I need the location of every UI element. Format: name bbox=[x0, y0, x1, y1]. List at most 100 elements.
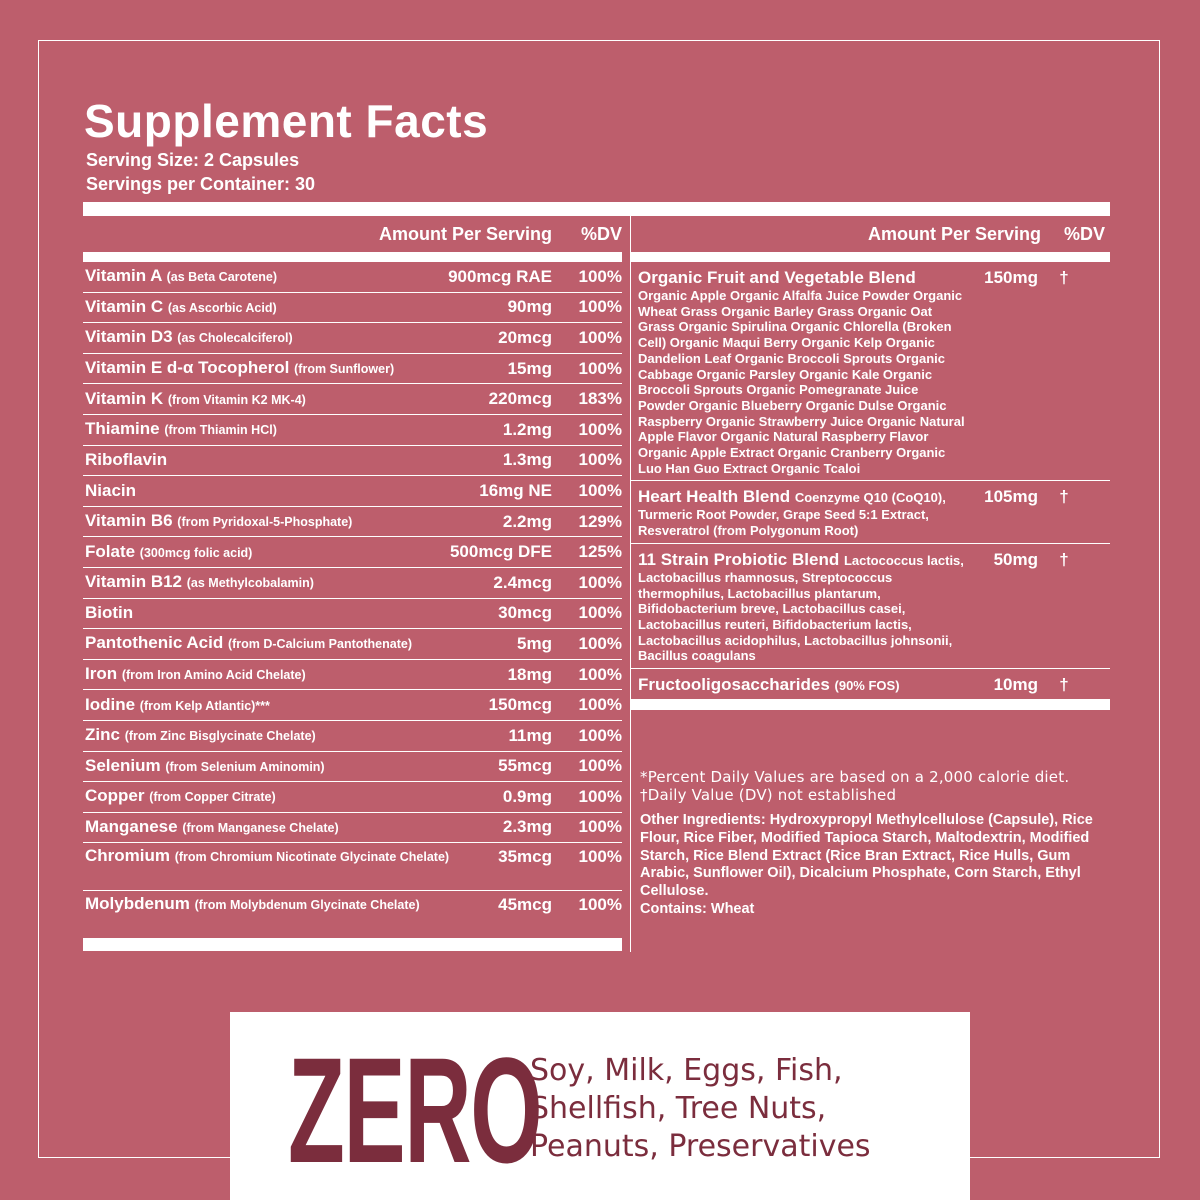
daily-value: 100% bbox=[578, 895, 622, 915]
right-table: Amount Per Serving %DV Organic Fruit and… bbox=[630, 216, 1110, 952]
amount: 0.9mg bbox=[502, 786, 552, 806]
nutrient-row: Riboflavin 1.3mg 100% bbox=[83, 446, 622, 477]
nutrient-cell: Manganese (from Manganese Chelate) bbox=[85, 817, 503, 837]
daily-value: 100% bbox=[578, 633, 622, 653]
nutrient-row: Vitamin B6 (from Pyridoxal-5-Phosphate) 2… bbox=[83, 507, 622, 538]
amount: 2.4mcg bbox=[493, 572, 552, 592]
daily-value: 100% bbox=[578, 572, 622, 592]
banner: ZERO Soy, Milk, Eggs, Fish, Shellfish, T… bbox=[230, 1012, 970, 1200]
nutrient-note: (from Chromium Nicotinate Glycinate Chel… bbox=[174, 850, 450, 865]
daily-value: † bbox=[1059, 487, 1069, 507]
nutrient-row: Vitamin C (as Ascorbic Acid) 90mg 100% bbox=[83, 293, 622, 324]
ingredients-text: Other Ingredients: Hydroxypropyl Methylc… bbox=[640, 812, 1093, 900]
blend-name: Fructooligosaccharides bbox=[638, 675, 830, 695]
nutrient-name: Molybdenum bbox=[85, 894, 190, 914]
blend-cell: Organic Fruit and Vegetable Blend Organi… bbox=[638, 268, 968, 476]
daily-value: 183% bbox=[578, 389, 622, 409]
nutrient-cell: Zinc (from Zinc Bisglycinate Chelate) bbox=[85, 726, 509, 745]
amount: 1.3mg bbox=[502, 450, 552, 470]
amount: 55mcg bbox=[498, 756, 552, 776]
daily-value: 100% bbox=[578, 419, 622, 439]
amount: 18mg bbox=[507, 664, 552, 684]
nutrient-row: Molybdenum (from Molybdenum Glycinate Ch… bbox=[83, 891, 622, 940]
daily-value: 100% bbox=[578, 756, 622, 776]
daily-value: 100% bbox=[578, 480, 622, 500]
nutrient-cell: Copper (from Copper Citrate) bbox=[85, 787, 503, 806]
allergen-line: Peanuts, Preservatives bbox=[530, 1129, 871, 1164]
nutrient-cell: Vitamin B12 (as Methylcobalamin) bbox=[85, 573, 493, 592]
daily-value: 100% bbox=[578, 695, 622, 715]
title: Supplement Facts bbox=[84, 95, 489, 147]
nutrient-note: (as Ascorbic Acid) bbox=[167, 300, 277, 315]
col-header: %DV bbox=[1063, 223, 1105, 244]
nutrient-name: Zinc bbox=[85, 725, 120, 745]
blend-cell: 11 Strain Probiotic Blend Lactococcus la… bbox=[638, 550, 968, 664]
nutrient-cell: Chromium (from Chromium Nicotinate Glyci… bbox=[85, 847, 498, 866]
nutrient-name: Niacin bbox=[85, 480, 137, 500]
serving-size: Serving Size: 2 Capsules bbox=[86, 150, 300, 170]
nutrient-cell: Niacin bbox=[85, 480, 479, 500]
nutrient-row: Vitamin D3 (as Cholecalciferol) 20mcg 100% bbox=[83, 323, 622, 354]
nutrient-name: Pantothenic Acid bbox=[85, 633, 224, 653]
thick-rule bbox=[83, 939, 622, 952]
nutrient-cell: Biotin bbox=[85, 604, 498, 622]
amount: 10mg bbox=[993, 675, 1038, 695]
amount: 1.2mg bbox=[502, 419, 552, 439]
nutrient-cell: Iodine (from Kelp Atlantic)*** bbox=[85, 694, 489, 715]
blend-name: Organic Fruit and Vegetable Blend bbox=[638, 268, 916, 287]
nutrient-name: Iodine bbox=[85, 694, 136, 714]
nutrient-note: (from Thiamin HCl) bbox=[164, 423, 277, 438]
nutrient-row: Vitamin E d-α Tocopherol (from Sunflower… bbox=[83, 354, 622, 385]
amount: 5mg bbox=[517, 633, 552, 653]
amount: 35mcg bbox=[498, 847, 552, 867]
nutrient-note: (as Cholecalciferol) bbox=[177, 331, 293, 346]
nutrient-name: Selenium bbox=[85, 755, 161, 775]
nutrient-name: Copper bbox=[85, 786, 145, 806]
nutrient-row: Vitamin A (as Beta Carotene) 900mcg RAE 10… bbox=[83, 262, 622, 293]
daily-value: 100% bbox=[578, 450, 622, 470]
nutrient-name: Biotin bbox=[85, 603, 134, 623]
nutrient-cell: Riboflavin bbox=[85, 451, 503, 469]
nutrient-name: Chromium bbox=[85, 846, 170, 866]
left-table: Amount Per Serving %DV Vitamin A (as Bet… bbox=[83, 216, 622, 952]
footnote: *Percent Daily Values are based on a 2,0… bbox=[640, 768, 1070, 786]
daily-value: 100% bbox=[578, 358, 622, 378]
nutrient-name: Vitamin C bbox=[85, 296, 164, 316]
nutrient-name: Vitamin B12 bbox=[85, 572, 183, 592]
col-header: %DV bbox=[580, 223, 622, 244]
rows: Organic Fruit and Vegetable Blend Organi… bbox=[631, 262, 1110, 711]
nutrient-name: Thiamine bbox=[85, 419, 160, 439]
nutrient-note: (as Methylcobalamin) bbox=[186, 576, 314, 591]
blend-row: Organic Fruit and Vegetable Blend Organi… bbox=[631, 262, 1110, 482]
thick-rule bbox=[83, 252, 622, 262]
nutrient-cell: Thiamine (from Thiamin HCl) bbox=[85, 420, 503, 439]
daily-value: 129% bbox=[578, 511, 622, 531]
nutrient-note: (from Pyridoxal-5-Phosphate) bbox=[177, 515, 353, 530]
daily-value: 100% bbox=[578, 327, 622, 347]
nutrient-cell: Iron (from Iron Amino Acid Chelate) bbox=[85, 665, 508, 684]
nutrient-name: Folate bbox=[85, 541, 136, 561]
daily-value: † bbox=[1059, 268, 1069, 287]
daily-value: 100% bbox=[578, 664, 622, 684]
amount: 16mg NE bbox=[479, 480, 552, 500]
allergen-line: Soy, Milk, Eggs, Fish, bbox=[530, 1053, 843, 1088]
blend-description: Lactococcus lactis, Lactobacillus rhamno… bbox=[638, 552, 964, 664]
nutrient-note: (from Sunflower) bbox=[294, 362, 395, 377]
amount: 15mg bbox=[507, 358, 552, 378]
daily-value: 100% bbox=[578, 603, 622, 623]
nutrient-row: Zinc (from Zinc Bisglycinate Chelate) 11m… bbox=[83, 721, 622, 752]
amount: 90mg bbox=[507, 297, 552, 317]
amount: 2.2mg bbox=[502, 511, 552, 531]
nutrient-row: Copper (from Copper Citrate) 0.9mg 100% bbox=[83, 782, 622, 813]
daily-value: † bbox=[1059, 675, 1069, 695]
nutrient-name: Vitamin B6 bbox=[85, 511, 173, 531]
daily-value: 100% bbox=[578, 725, 622, 745]
blend-row: 11 Strain Probiotic Blend Lactococcus la… bbox=[631, 544, 1110, 670]
amount: 150mcg bbox=[488, 695, 552, 715]
footnotes: *Percent Daily Values are based on a 2,0… bbox=[640, 768, 1120, 804]
nutrient-note: (300mcg folic acid) bbox=[139, 545, 253, 560]
nutrient-row: Pantothenic Acid (from D-Calcium Pantoth… bbox=[83, 629, 622, 660]
nutrient-cell: Pantothenic Acid (from D-Calcium Pantoth… bbox=[85, 634, 517, 653]
nutrient-row: Vitamin K (from Vitamin K2 MK-4) 220mcg 18… bbox=[83, 384, 622, 415]
